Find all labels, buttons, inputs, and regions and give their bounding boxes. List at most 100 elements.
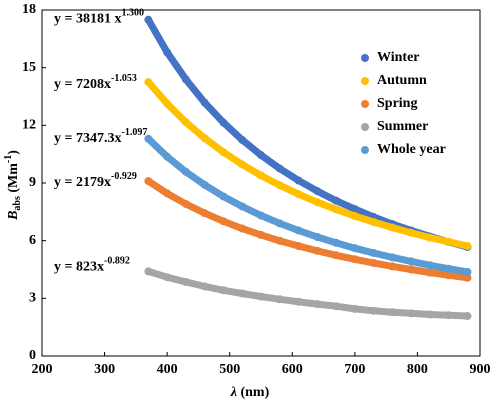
y-tick-label: 0 <box>29 348 36 363</box>
equation: y = 7347.3x-1.097 <box>54 127 147 146</box>
legend-label: Whole year <box>377 142 446 157</box>
series <box>144 267 472 321</box>
series <box>144 177 472 282</box>
data-point <box>163 99 172 108</box>
data-point <box>369 218 378 227</box>
data-point <box>332 251 341 260</box>
y-tick-label: 3 <box>29 291 36 306</box>
x-tick-label: 300 <box>94 362 115 377</box>
data-point <box>407 257 416 266</box>
equation-exponent: -1.097 <box>121 127 147 138</box>
data-point <box>407 309 416 318</box>
data-point <box>144 15 153 24</box>
data-point <box>388 262 397 271</box>
equation-exponent: 1.300 <box>121 8 144 19</box>
data-point <box>181 167 190 176</box>
y-label-subscript: abs <box>12 196 23 211</box>
data-point <box>144 177 153 186</box>
data-point <box>332 302 341 311</box>
y-tick-label: 9 <box>29 175 36 190</box>
x-tick-label: 500 <box>219 362 240 377</box>
y-tick-label: 6 <box>29 233 36 248</box>
data-point <box>332 196 341 205</box>
data-point <box>238 224 247 233</box>
data-point <box>350 255 359 264</box>
data-point <box>350 212 359 221</box>
x-tick-label: 900 <box>470 362 491 377</box>
data-point <box>294 226 303 235</box>
data-point <box>369 258 378 267</box>
data-point <box>181 199 190 208</box>
data-point <box>275 236 284 245</box>
data-point <box>200 180 209 189</box>
y-axis-label: Babs (Mm-1) <box>3 150 23 221</box>
data-point <box>388 223 397 232</box>
data-point <box>257 292 265 301</box>
data-point <box>200 134 209 143</box>
data-point <box>444 264 453 273</box>
equation-base: y = 823x <box>54 260 104 275</box>
legend-swatch <box>361 146 369 154</box>
data-point <box>257 171 265 180</box>
data-point <box>238 135 247 144</box>
equation-base: y = 7347.3x <box>54 131 121 146</box>
data-point <box>313 246 322 255</box>
legend-swatch <box>361 77 369 85</box>
data-point <box>257 230 265 239</box>
y-label-unit: (Mm <box>6 163 21 196</box>
data-point <box>425 310 434 319</box>
data-point <box>144 134 153 143</box>
data-point <box>294 297 303 306</box>
data-point <box>313 198 322 207</box>
x-tick-label: 700 <box>344 362 365 377</box>
data-point <box>369 248 378 257</box>
data-point <box>313 300 322 309</box>
y-tick-label: 12 <box>22 118 36 133</box>
data-point <box>275 164 284 173</box>
data-point <box>425 261 434 270</box>
equation-exponent: -0.892 <box>104 256 130 267</box>
y-label-symbol: B <box>6 211 21 221</box>
data-point <box>369 306 378 315</box>
legend-label: Spring <box>377 96 417 111</box>
data-point <box>407 265 416 274</box>
data-point <box>219 217 228 226</box>
data-point <box>219 148 228 157</box>
data-point <box>144 78 153 87</box>
legend-label: Winter <box>377 50 420 65</box>
data-point <box>463 242 472 251</box>
data-point <box>238 202 247 211</box>
data-point <box>463 273 472 282</box>
data-point <box>200 98 209 107</box>
data-point <box>163 189 172 198</box>
data-point <box>181 118 190 127</box>
x-axis-label: λ (nm) <box>230 385 270 400</box>
legend-swatch <box>361 100 369 108</box>
data-point <box>407 228 416 237</box>
x-label-symbol: λ <box>230 385 237 400</box>
data-point <box>332 205 341 214</box>
series <box>144 134 472 276</box>
data-point <box>181 277 190 286</box>
data-point <box>200 282 209 291</box>
legend-swatch <box>361 123 369 131</box>
data-point <box>463 312 472 321</box>
data-point <box>275 181 284 190</box>
equation-exponent: -0.929 <box>111 171 137 182</box>
x-tick-label: 200 <box>32 362 53 377</box>
data-point <box>144 267 153 276</box>
legend-swatch <box>361 54 369 62</box>
data-point <box>388 253 397 262</box>
data-point <box>200 209 209 218</box>
x-tick-label: 600 <box>282 362 303 377</box>
data-point <box>444 237 453 246</box>
data-point <box>238 289 247 298</box>
y-label-close: ) <box>6 150 21 155</box>
data-point <box>219 192 228 201</box>
data-point <box>275 295 284 304</box>
y-tick-label: 18 <box>22 2 36 17</box>
y-tick-label: 15 <box>22 60 36 75</box>
data-point <box>444 311 453 320</box>
data-point <box>219 286 228 295</box>
data-point <box>257 151 265 160</box>
